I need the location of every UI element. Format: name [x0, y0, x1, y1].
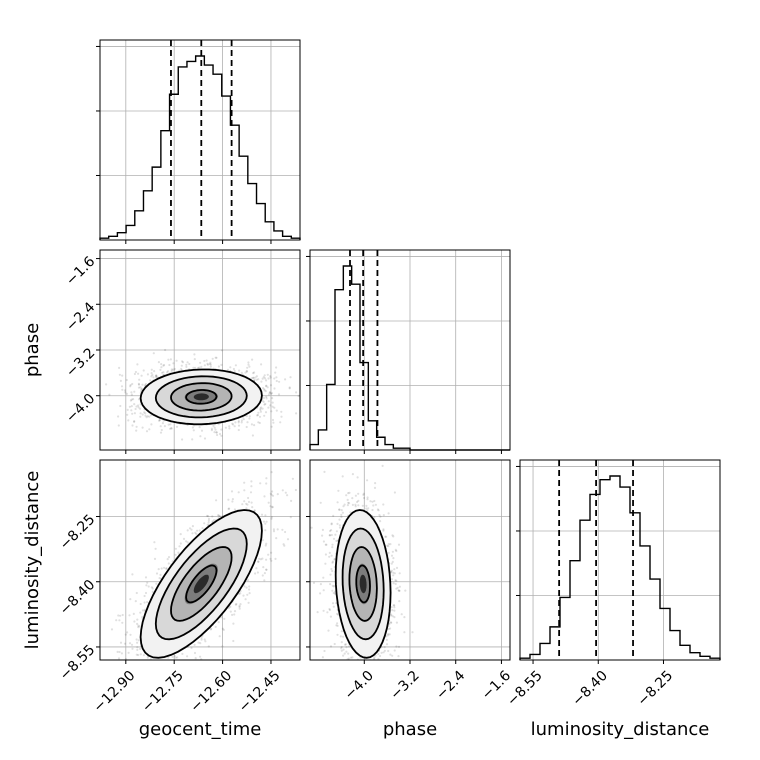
y-tick-label: −1.6 — [63, 254, 98, 289]
contour-3 — [185, 389, 218, 405]
x-axis-label-luminosity_distance: luminosity_distance — [531, 719, 710, 740]
y-axis-label-phase: phase — [22, 323, 43, 377]
x-tick-label: −3.2 — [387, 668, 422, 703]
scatter-panel-phase-vs-geocent_time — [96, 249, 301, 454]
x-tick-label: −12.75 — [139, 668, 187, 716]
contour-1 — [341, 527, 385, 641]
x-tick-label: −8.40 — [569, 668, 611, 710]
scatter-panel-luminosity_distance-vs-phase — [306, 459, 511, 664]
histogram-panel-geocent_time — [96, 39, 301, 244]
histogram-panel-luminosity_distance — [516, 459, 721, 664]
y-tick-label: −4.0 — [63, 391, 98, 426]
density-fill-4 — [193, 393, 209, 401]
contour-3 — [185, 564, 218, 604]
contour-1 — [154, 375, 248, 419]
x-tick-label: −8.25 — [635, 668, 677, 710]
x-tick-label: −8.55 — [504, 668, 546, 710]
panel-frame — [309, 249, 511, 451]
x-tick-label: −12.60 — [187, 668, 235, 716]
y-axis-label-luminosity_distance: luminosity_distance — [22, 471, 43, 650]
histogram-step-luminosity_distance — [519, 475, 721, 660]
panels — [96, 39, 721, 664]
x-tick-label: −12.45 — [236, 668, 284, 716]
panel-frame — [519, 459, 721, 661]
panel-frame — [309, 459, 511, 661]
x-tick-label: −4.0 — [342, 668, 377, 703]
contour-0 — [334, 509, 392, 659]
contour-0 — [139, 509, 263, 659]
scatter-panel-luminosity_distance-vs-geocent_time — [96, 459, 301, 664]
histogram-panel-phase — [306, 249, 511, 454]
contour-3 — [355, 564, 371, 604]
density-fill-4 — [359, 574, 367, 594]
contour-2 — [170, 546, 233, 622]
scatter-content — [105, 348, 300, 441]
scatter-content — [110, 460, 297, 660]
y-tick-label: −3.2 — [63, 345, 98, 380]
x-axis-label-geocent_time: geocent_time — [139, 719, 262, 740]
x-axis-label-phase: phase — [383, 719, 437, 740]
panel-frame — [99, 39, 301, 241]
histogram-step-geocent_time — [99, 55, 301, 240]
x-tick-label: −2.4 — [433, 668, 468, 703]
y-tick-label: −8.25 — [57, 512, 99, 554]
scatter-content — [310, 464, 414, 660]
panel-frame — [99, 459, 301, 661]
panel-frame — [99, 249, 301, 451]
contour-2 — [348, 546, 378, 622]
panel-background — [100, 40, 300, 240]
x-tick-label: −12.90 — [91, 668, 139, 716]
y-tick-label: −8.55 — [57, 642, 99, 684]
y-tick-label: −2.4 — [63, 299, 98, 334]
y-tick-label: −8.40 — [57, 577, 99, 619]
contour-0 — [139, 368, 263, 426]
density-fill-4 — [193, 574, 209, 594]
contour-1 — [154, 527, 248, 641]
contour-2 — [170, 382, 233, 412]
